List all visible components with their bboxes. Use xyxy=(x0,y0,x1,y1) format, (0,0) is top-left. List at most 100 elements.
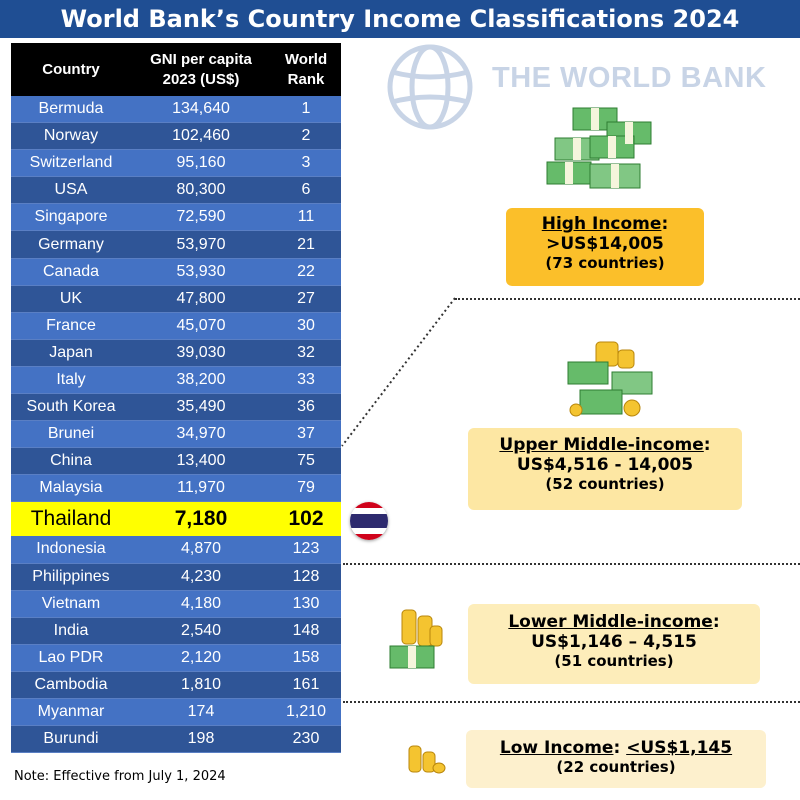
upper-middle-income-box: Upper Middle-income: US$4,516 - 14,005 (… xyxy=(468,428,742,510)
header-rank-line1: World xyxy=(284,50,328,68)
gni-cell: 2,540 xyxy=(180,621,222,639)
gni-cell: 2,120 xyxy=(180,648,222,666)
high-income-count: (73 countries) xyxy=(545,254,665,272)
lower-middle-range: US$1,146 – 4,515 xyxy=(531,632,697,652)
country-cell: India xyxy=(53,621,89,639)
rank-cell: 22 xyxy=(297,262,315,280)
rank-cell: 123 xyxy=(292,540,320,558)
money-stack-large-icon xyxy=(546,107,652,189)
table-row: Lao PDR 2,120 158 xyxy=(11,644,341,672)
country-cell: France xyxy=(46,316,96,334)
money-coins-medium-icon xyxy=(567,341,653,417)
world-bank-brand: THE WORLD BANK xyxy=(492,62,767,94)
table-row: UK 47,800 27 xyxy=(11,285,341,313)
high-income-range: >US$14,005 xyxy=(546,234,664,254)
rank-cell: 158 xyxy=(292,648,320,666)
table-row: Singapore 72,590 11 xyxy=(11,204,341,232)
rank-cell: 21 xyxy=(297,235,315,253)
gni-cell: 7,180 xyxy=(174,507,228,531)
upper-middle-range: US$4,516 - 14,005 xyxy=(516,455,694,475)
rank-cell: 33 xyxy=(297,370,315,388)
rank-cell: 3 xyxy=(301,154,311,172)
gni-cell: 95,160 xyxy=(176,154,226,172)
table-row: Burundi 198 230 xyxy=(11,726,341,754)
low-income-range: <US$1,145 xyxy=(626,738,733,758)
rank-cell: 6 xyxy=(301,181,311,199)
table-body: Bermuda 134,640 1 Norway 102,460 2 Switzerland… xyxy=(11,96,341,754)
gni-cell: 4,180 xyxy=(180,594,222,612)
rank-cell: 148 xyxy=(292,621,320,639)
country-cell: Norway xyxy=(43,127,99,145)
table-row: Malaysia 11,970 79 xyxy=(11,475,341,503)
gni-cell: 53,930 xyxy=(176,262,226,280)
rank-cell: 2 xyxy=(301,127,311,145)
country-cell: Italy xyxy=(56,370,86,388)
gni-cell: 134,640 xyxy=(172,100,230,118)
country-cell: Philippines xyxy=(32,567,110,585)
rank-cell: 11 xyxy=(297,208,315,226)
gni-cell: 4,230 xyxy=(180,567,222,585)
header-gni-line1: GNI per capita xyxy=(150,50,252,68)
country-cell: Brunei xyxy=(47,425,95,443)
country-cell: Vietnam xyxy=(41,594,101,612)
header-country-text: Country xyxy=(42,60,100,78)
gni-cell: 13,400 xyxy=(176,452,226,470)
rank-cell: 27 xyxy=(297,289,315,307)
country-cell: UK xyxy=(59,289,83,307)
table-row: France 45,070 30 xyxy=(11,312,341,340)
rank-cell: 161 xyxy=(292,675,320,693)
rank-cell: 102 xyxy=(288,507,324,531)
lower-middle-income-box: Lower Middle-income: US$1,146 – 4,515 (5… xyxy=(468,604,760,684)
rank-cell: 30 xyxy=(297,316,315,334)
table-row: Norway 102,460 2 xyxy=(11,123,341,151)
table-row: Canada 53,930 22 xyxy=(11,258,341,286)
high-income-label: High Income xyxy=(541,214,662,234)
table-row: USA 80,300 6 xyxy=(11,177,341,205)
table-row: China 13,400 75 xyxy=(11,448,341,476)
gni-cell: 34,970 xyxy=(176,425,226,443)
table-row: Cambodia 1,810 161 xyxy=(11,671,341,699)
gni-cell: 47,800 xyxy=(176,289,226,307)
table-row: Indonesia 4,870 123 xyxy=(11,536,341,564)
rank-cell: 79 xyxy=(297,479,315,497)
country-cell: Switzerland xyxy=(29,154,113,172)
gni-cell: 174 xyxy=(187,703,215,721)
table-row: Germany 53,970 21 xyxy=(11,231,341,259)
country-cell: South Korea xyxy=(26,398,116,416)
upper-middle-count: (52 countries) xyxy=(545,475,665,493)
gni-cell: 198 xyxy=(187,730,215,748)
rank-cell: 32 xyxy=(297,343,315,361)
country-cell: China xyxy=(50,452,92,470)
table-row: Philippines 4,230 128 xyxy=(11,563,341,591)
header-rank: World Rank xyxy=(271,43,341,96)
header-country: Country xyxy=(11,43,131,96)
gni-cell: 53,970 xyxy=(176,235,226,253)
page-title: World Bank’s Country Income Classificati… xyxy=(0,0,800,38)
country-cell: Germany xyxy=(38,235,104,253)
rank-cell: 36 xyxy=(297,398,315,416)
rank-cell: 1 xyxy=(301,100,311,118)
country-cell: Thailand xyxy=(30,507,112,531)
country-cell: Canada xyxy=(42,262,100,280)
high-income-box: High Income: >US$14,005 (73 countries) xyxy=(506,208,704,286)
header-gni-line2: 2023 (US$) xyxy=(162,70,240,88)
header-gni: GNI per capita 2023 (US$) xyxy=(131,43,271,96)
header-rank-text: World Rank xyxy=(285,50,327,90)
footnote: Note: Effective from July 1, 2024 xyxy=(14,769,226,784)
country-cell: Japan xyxy=(49,343,93,361)
money-coins-small-icon xyxy=(389,609,443,669)
low-income-box: Low Income: <US$1,145 (22 countries) xyxy=(466,730,766,788)
country-cell: Cambodia xyxy=(34,675,108,693)
income-table: Country GNI per capita 2023 (US$) World Ra… xyxy=(11,43,341,754)
table-row: Japan 39,030 32 xyxy=(11,339,341,367)
coins-icon xyxy=(408,745,446,774)
low-income-label: Low Income xyxy=(499,738,614,758)
divider-upper-lower xyxy=(343,563,800,565)
rank-cell: 130 xyxy=(292,594,320,612)
table-row: South Korea 35,490 36 xyxy=(11,394,341,422)
gni-cell: 35,490 xyxy=(176,398,226,416)
country-cell: Bermuda xyxy=(38,100,104,118)
low-income-count: (22 countries) xyxy=(556,758,676,776)
gni-cell: 102,460 xyxy=(172,127,230,145)
thailand-flag-icon xyxy=(350,502,388,540)
